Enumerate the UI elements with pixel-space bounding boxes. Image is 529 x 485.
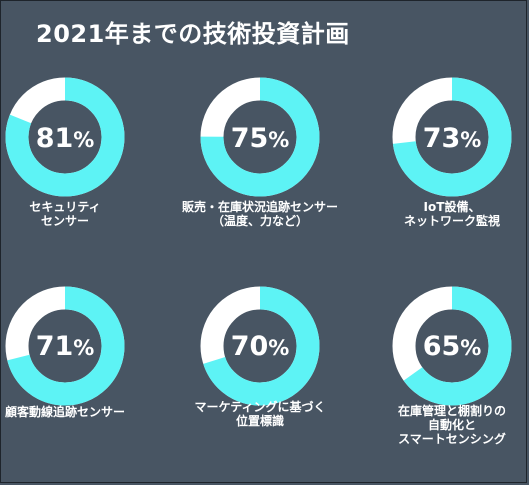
donut-iot-network-monitoring: 73% IoT設備、 ネットワーク監視 bbox=[352, 45, 529, 245]
percent-unit: % bbox=[268, 336, 290, 360]
percent-unit: % bbox=[460, 336, 482, 360]
percent-unit: % bbox=[460, 128, 482, 152]
category-label: IoT設備、 ネットワーク監視 bbox=[403, 200, 500, 228]
percent-unit: % bbox=[73, 128, 95, 152]
percent-label: 70% bbox=[230, 331, 290, 362]
donut-ring bbox=[392, 77, 512, 197]
percent-label: 71% bbox=[35, 331, 95, 362]
percent-label: 65% bbox=[422, 331, 482, 362]
category-label: 在庫管理と棚割りの 自動化と スマートセンシング bbox=[397, 404, 506, 446]
percent-unit: % bbox=[268, 128, 290, 152]
donut-value-arc bbox=[200, 77, 320, 197]
donut-value-arc bbox=[5, 77, 125, 197]
percent-label: 81% bbox=[35, 123, 95, 154]
donut-marketing-beacons: 70% マーケティングに基づく 位置標識 bbox=[160, 269, 360, 469]
percent-label: 73% bbox=[422, 123, 482, 154]
donut-value-arc bbox=[392, 286, 512, 406]
donut-security-sensor: 81% セキュリティ センサー bbox=[0, 45, 165, 245]
donut-ring bbox=[392, 286, 512, 406]
category-label: 顧客動線追跡センサー bbox=[4, 405, 125, 419]
donut-value-arc bbox=[200, 286, 320, 406]
donut-value-arc bbox=[5, 286, 125, 406]
donut-inventory-automation: 65% 在庫管理と棚割りの 自動化と スマートセンシング bbox=[352, 269, 529, 469]
donut-customer-flow-sensor: 71% 顧客動線追跡センサー bbox=[0, 269, 165, 469]
percent-label: 75% bbox=[230, 123, 290, 154]
category-label: マーケティングに基づく 位置標識 bbox=[194, 400, 326, 428]
donut-ring bbox=[5, 286, 125, 406]
donut-ring bbox=[200, 286, 320, 406]
donut-ring bbox=[200, 77, 320, 197]
donut-sales-inventory-sensor: 75% 販売・在庫状況追跡センサー （温度、力など） bbox=[160, 45, 360, 245]
donut-value-arc bbox=[392, 77, 512, 197]
percent-unit: % bbox=[73, 336, 95, 360]
category-label: 販売・在庫状況追跡センサー （温度、力など） bbox=[181, 200, 338, 228]
chart-title: 2021年までの技術投資計画 bbox=[36, 20, 350, 48]
category-label: セキュリティ センサー bbox=[29, 200, 101, 228]
donut-ring bbox=[5, 77, 125, 197]
